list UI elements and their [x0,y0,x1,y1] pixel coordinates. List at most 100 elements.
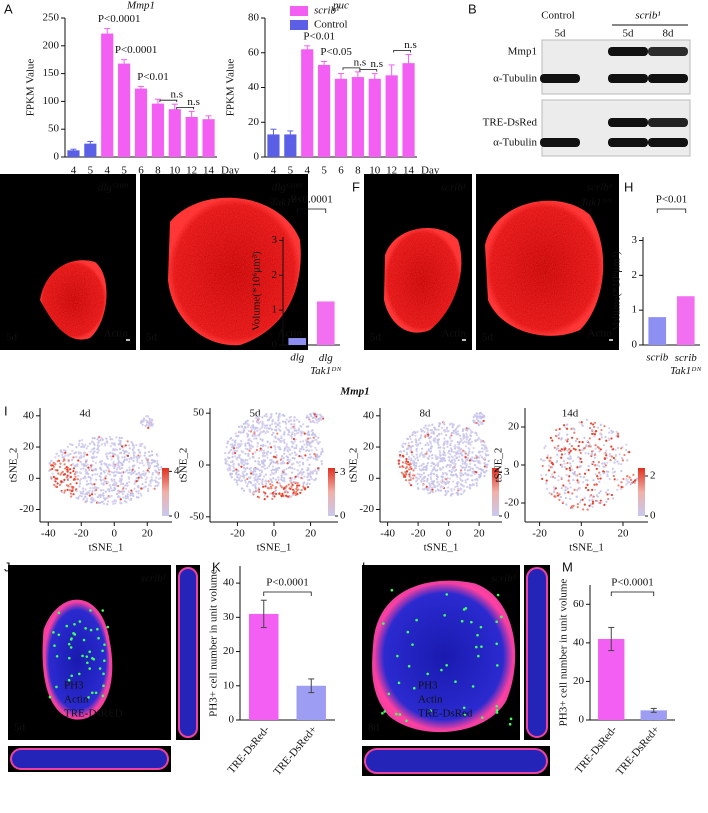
cell-point [82,455,85,458]
cell-point [77,451,80,454]
cell-point [135,444,138,447]
cell-point [231,451,235,454]
cell-point [596,426,600,429]
cell-point [577,444,580,448]
cell-point [593,453,596,457]
ph3-dot [102,684,105,688]
cell-point [258,469,261,472]
cell-point [315,453,319,456]
cell-point [253,432,256,435]
cell-point [84,443,87,446]
cell-point [612,448,615,451]
cell-point [76,471,79,474]
cell-point [420,464,423,467]
cell-point [282,420,285,423]
cell-point [242,459,245,462]
cell-point [565,427,569,430]
cell-point [290,485,293,488]
cell-point [125,450,128,453]
cell-point [634,479,637,482]
cell-point [275,412,278,415]
cell-point [252,490,256,493]
cell-point [407,442,410,445]
cell-point [308,453,312,456]
cell-point [452,423,455,426]
cell-point [248,447,251,450]
cell-point [151,479,154,482]
cell-point [414,438,417,442]
cell-point [147,489,150,493]
y-axis-label: Volume(*10⁶μm³) [251,251,263,331]
cell-point [279,429,282,432]
x-tick-label: 0 [271,528,277,540]
cell-point [487,459,490,463]
cell-point [103,442,106,445]
cell-point [54,463,57,466]
cell-point [269,451,272,455]
cell-point [106,500,110,503]
cell-point [579,475,582,478]
cell-point [98,475,101,478]
cell-point [406,437,410,441]
cell-point [604,464,607,467]
cell-point [132,467,135,470]
cell-point [398,465,402,469]
cell-point [274,461,277,465]
cell-point [288,453,292,456]
cell-point [293,467,296,470]
cell-point [580,460,583,464]
cell-point [596,495,599,498]
cell-point [617,484,620,487]
cell-point [254,426,257,429]
cell-point [605,500,608,503]
cell-point [117,471,120,474]
cell-point [69,492,73,495]
cell-point [439,451,442,454]
cell-point [235,457,238,460]
cell-point [560,456,563,459]
cell-point [232,465,235,468]
cell-point [566,440,569,443]
cell-point [232,463,235,466]
bar [249,613,279,720]
cell-point [260,460,264,463]
cell-point [124,487,128,490]
cell-point [81,487,85,490]
y-tick-label: 20 [573,675,585,687]
cell-point [477,461,480,464]
cell-point [557,444,560,447]
y-tick-label: 150 [43,67,60,79]
cell-point [317,419,320,423]
cell-point [431,490,435,494]
cell-point [293,451,296,454]
bar [118,63,131,158]
cell-point [411,459,415,463]
y-tick-label: 20 [223,645,235,657]
ph3-dot [90,691,94,695]
cell-point [313,413,316,416]
ph3-dot [77,672,81,676]
cell-point [414,431,417,434]
cell-point [72,467,75,470]
cell-point [541,464,544,468]
cell-point [94,461,97,465]
cell-point [78,479,82,482]
cell-point [567,479,570,482]
cell-point [154,484,157,488]
genotype-label: scrib¹ [441,182,466,194]
cell-point [563,452,567,456]
y-tick-label: 0 [514,459,520,471]
cell-point [296,493,299,496]
cell-point [70,495,73,498]
cell-point [57,472,60,475]
cell-point [145,457,148,460]
cell-point [545,482,548,485]
ph3-dot [88,650,91,654]
cell-point [459,474,463,477]
cell-point [270,422,274,426]
cell-point [578,501,582,504]
cell-point [474,459,477,463]
cell-point [414,480,418,483]
y-axis-label: tSNE_2 [348,448,360,483]
ph3-dot [67,678,71,682]
